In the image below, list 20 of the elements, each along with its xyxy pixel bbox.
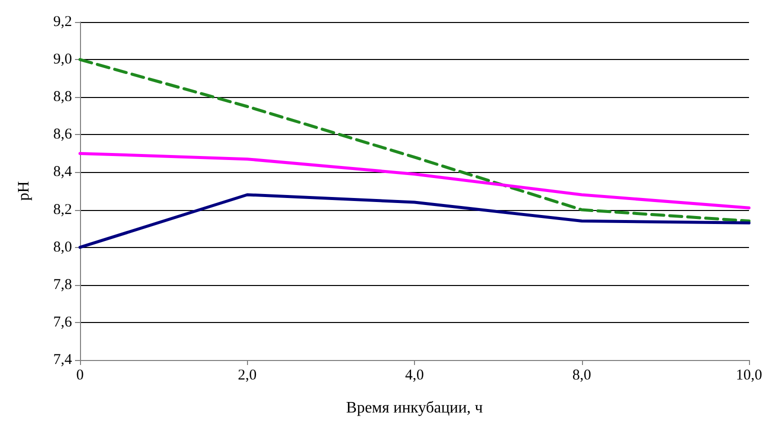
y-tick-label: 8,4 [53,164,72,180]
line-series [78,193,750,249]
y-tick-label: 7,6 [53,314,72,330]
line-series [78,152,750,210]
y-axis-title: pH [16,180,32,201]
y-tick-label: 9,2 [53,14,72,30]
y-tick-label: 8,8 [53,89,72,106]
line-series [78,58,750,223]
y-tick-label: 8,2 [53,202,72,218]
y-tick-label: 7,4 [53,352,72,368]
x-axis-title: Время инкубации, ч [346,400,483,416]
x-tick-label: 10,0 [736,368,762,384]
y-tick-label: 8,0 [53,239,72,256]
y-tick-label: 8,6 [53,126,72,143]
x-tick-label: 2,0 [238,368,257,384]
x-tick-label: 4,0 [405,368,424,384]
y-tick-label: 9,0 [53,52,72,68]
x-tick-label: 8,0 [572,368,592,384]
y-tick-label: 7,8 [53,276,72,293]
x-tick-label: 0 [76,368,84,384]
